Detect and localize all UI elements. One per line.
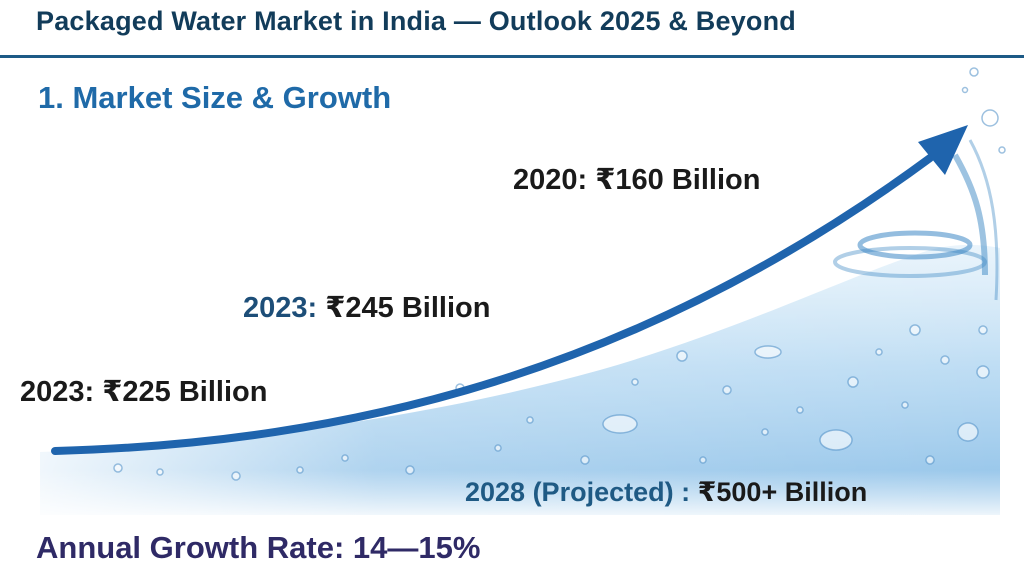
growth-arrow-head	[918, 125, 968, 175]
point-label-1: 2023: ₹245 Billion	[243, 294, 490, 323]
point-year-label: 2023:	[20, 376, 95, 408]
point-value-label: ₹225 Billion	[102, 376, 268, 408]
point-value-label: ₹500+ Billion	[697, 477, 868, 507]
growth-arrow-line	[51, 154, 934, 455]
water-splash-swirl	[833, 139, 999, 301]
point-value-label: ₹245 Billion	[325, 292, 491, 324]
point-year-label: 2020:	[513, 164, 588, 196]
point-year-label: 2023:	[243, 292, 318, 324]
water-bubbles	[113, 67, 1006, 481]
point-year-label: 2028 (Projected) :	[465, 477, 691, 507]
title-divider	[0, 55, 1024, 58]
page-title: Packaged Water Market in India — Outlook…	[36, 6, 796, 36]
point-label-2: 2020: ₹160 Billion	[513, 166, 760, 195]
point-value-label: ₹160 Billion	[595, 164, 761, 196]
annual-growth-rate: Annual Growth Rate: 14—15%	[36, 530, 481, 565]
section-heading: 1. Market Size & Growth	[38, 80, 392, 115]
point-label-3: 2028 (Projected) : ₹500+ Billion	[465, 479, 867, 506]
point-label-0: 2023: ₹225 Billion	[20, 378, 267, 407]
